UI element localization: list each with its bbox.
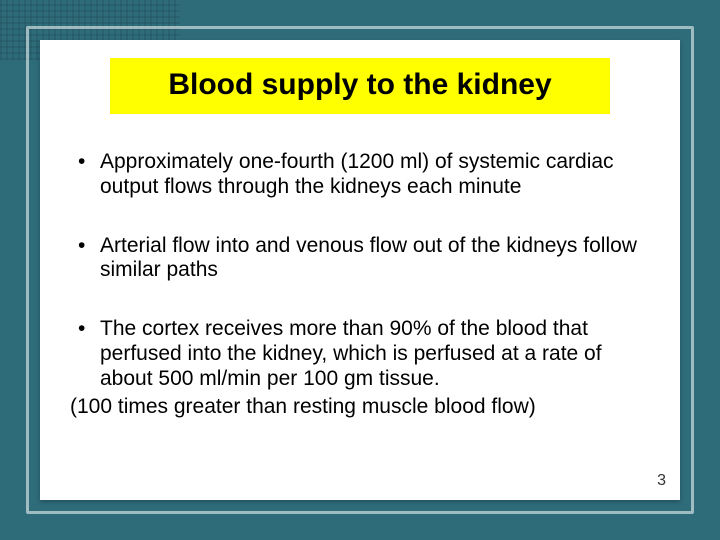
after-text: (100 times greater than resting muscle b… xyxy=(70,395,650,420)
list-item: Arterial flow into and venous flow out o… xyxy=(70,234,650,284)
page-number: 3 xyxy=(657,472,666,490)
content-card: Blood supply to the kidney Approximately… xyxy=(40,40,680,500)
slide-title: Blood supply to the kidney xyxy=(118,68,602,102)
list-item: The cortex receives more than 90% of the… xyxy=(70,317,650,391)
slide-background: Blood supply to the kidney Approximately… xyxy=(0,0,720,540)
bullet-list: Approximately one-fourth (1200 ml) of sy… xyxy=(70,150,650,391)
title-box: Blood supply to the kidney xyxy=(110,58,610,114)
list-item: Approximately one-fourth (1200 ml) of sy… xyxy=(70,150,650,200)
body-area: Approximately one-fourth (1200 ml) of sy… xyxy=(70,150,650,420)
